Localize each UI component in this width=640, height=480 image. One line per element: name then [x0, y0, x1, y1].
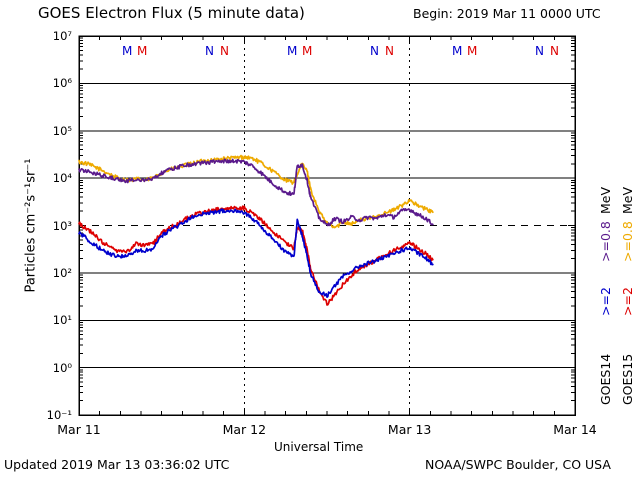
y-tick-label: 10⁴: [52, 171, 72, 186]
page-title: GOES Electron Flux (5 minute data): [38, 4, 305, 22]
updated-timestamp: Updated 2019 Mar 13 03:36:02 UTC: [4, 457, 230, 472]
event-marker-m: M: [302, 44, 313, 58]
y-tick-label: 10⁰: [52, 360, 72, 375]
event-marker-n: N: [535, 44, 544, 58]
legend-goes14-satellite: GOES14: [598, 353, 613, 405]
event-marker-n: N: [385, 44, 394, 58]
event-marker-n: N: [205, 44, 214, 58]
y-tick-label: 10⁵: [52, 123, 72, 138]
y-tick-label: 10³: [52, 218, 72, 233]
event-marker-n: N: [220, 44, 229, 58]
legend-goes14-ch_lo: >=0.8: [598, 221, 613, 262]
legend-goes15-satellite: GOES15: [620, 353, 635, 405]
y-tick-label: 10⁶: [52, 76, 72, 91]
event-marker-m: M: [122, 44, 133, 58]
y-tick-label: 10¹: [52, 313, 72, 328]
legend-goes15-ch_lo: >=0.8: [620, 221, 635, 262]
y-tick-label: 10²: [52, 265, 72, 280]
legend-goes14-unit: MeV: [598, 186, 613, 214]
x-tick-label: Mar 11: [57, 422, 101, 437]
legend-goes14-ch_hi: >=2: [598, 287, 613, 316]
event-marker-n: N: [370, 44, 379, 58]
begin-time-label: Begin: 2019 Mar 11 0000 UTC: [413, 6, 601, 21]
series-line-goes14-0-8-mev: [78, 158, 434, 227]
series-line-goes15-2-mev: [78, 205, 434, 306]
event-marker-n: N: [550, 44, 559, 58]
source-credit: NOAA/SWPC Boulder, CO USA: [425, 457, 611, 472]
legend-goes15-unit: MeV: [620, 186, 635, 214]
event-marker-m: M: [467, 44, 478, 58]
x-tick-label: Mar 14: [553, 422, 597, 437]
plot-frame: [78, 35, 576, 416]
legend-goes15-ch_hi: >=2: [620, 287, 635, 316]
event-marker-m: M: [137, 44, 148, 58]
x-tick-label: Mar 12: [222, 422, 267, 437]
series-line-goes14-2-mev: [78, 208, 434, 298]
y-tick-label: 10⁷: [52, 29, 72, 43]
x-tick-label: Mar 13: [387, 422, 432, 437]
event-marker-m: M: [287, 44, 298, 58]
x-axis-label: Universal Time: [274, 440, 364, 454]
event-marker-m: M: [452, 44, 463, 58]
y-tick-label: 10⁻¹: [46, 408, 72, 422]
